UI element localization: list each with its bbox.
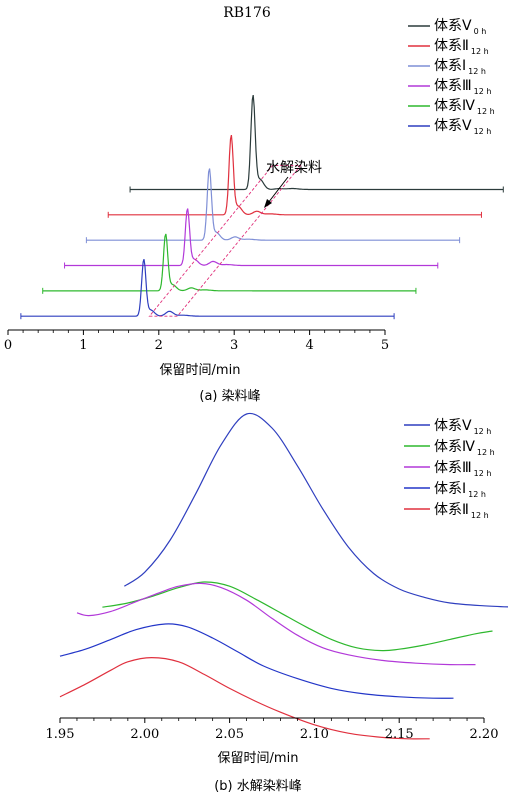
chart-b-series-group xyxy=(59,412,508,740)
chart-b-x-axis-label: 保留时间/min xyxy=(218,751,299,766)
legend-a-entry: 体系Ⅴ 0 h xyxy=(434,18,486,36)
legend-b-entry: 体系Ⅳ 12 h xyxy=(434,439,495,457)
chart-a-series-group xyxy=(20,94,504,320)
chart-a-x-tick-label: 4 xyxy=(305,338,313,353)
chart-a-title: RB176 xyxy=(223,5,271,21)
hydrolysis-highlight-box xyxy=(148,165,302,317)
legend-a-entry: 体系Ⅲ 12 h xyxy=(434,78,491,96)
panel-b-hydrolysis-peaks: 1.95 2.00 2.05 2.10 2.15 2.20 保留时间/min (b) 水解… xyxy=(46,412,508,794)
chart-a-x-tick-label: 0 xyxy=(4,338,12,353)
chart-a-x-tick-label: 1 xyxy=(79,338,87,353)
chart-b-legend: 体系Ⅴ 12 h 体系Ⅳ 12 h 体系Ⅲ 12 h 体系Ⅰ 12 h 体系Ⅱ 12 h xyxy=(404,418,495,520)
legend-b-entry: 体系Ⅴ 12 h xyxy=(434,418,491,436)
chart-a-x-axis-label: 保留时间/min xyxy=(160,363,241,378)
chart-a-series-line xyxy=(64,208,438,267)
panel-a-chromatogram: RB176 0 1 2 3 4 5 保留时间/min (a) 染料峰 水解染料 体系Ⅴ 0 … xyxy=(4,5,504,404)
chart-b-caption: (b) 水解染料峰 xyxy=(214,779,302,794)
legend-b-entry: 体系Ⅲ 12 h xyxy=(434,460,491,478)
annotation-arrow-head xyxy=(264,199,272,208)
chart-b-series-line xyxy=(59,623,454,699)
hydrolysis-annotation-label: 水解染料 xyxy=(266,160,322,176)
chart-b-x-tick-label: 2.20 xyxy=(470,727,499,742)
chart-b-x-tick-label: 2.15 xyxy=(385,727,414,742)
chart-b-series-line xyxy=(124,412,508,608)
chart-a-series-line xyxy=(42,233,416,292)
chart-a-x-tick-label: 3 xyxy=(230,338,238,353)
chart-b-x-tick-label: 2.05 xyxy=(215,727,244,742)
legend-b-entry: 体系Ⅰ 12 h xyxy=(434,481,486,499)
chart-a-x-tick-label: 2 xyxy=(155,338,163,353)
chart-a-caption: (a) 染料峰 xyxy=(199,389,260,404)
hydrolysis-peak-highlight xyxy=(148,165,302,317)
annotation-arrow-line xyxy=(267,176,289,204)
chart-b-x-tick-label: 2.10 xyxy=(300,727,329,742)
hydrolysis-annotation: 水解染料 xyxy=(264,160,322,208)
chart-b-x-tick-label: 1.95 xyxy=(46,727,75,742)
legend-a-entry: 体系Ⅳ 12 h xyxy=(434,98,495,116)
chart-a-x-tick-label: 5 xyxy=(381,338,389,353)
chart-a-series-line xyxy=(20,259,395,317)
chart-a-legend: 体系Ⅴ 0 h 体系Ⅱ 12 h 体系Ⅰ 12 h 体系Ⅲ 12 h 体系Ⅳ 12 h 体系Ⅴ 12 … xyxy=(408,18,495,136)
legend-a-entry: 体系Ⅴ 12 h xyxy=(434,118,491,136)
chart-b-series-line xyxy=(102,581,493,652)
chart-a-series-line xyxy=(86,168,460,241)
legend-a-entry: 体系Ⅱ 12 h xyxy=(434,38,489,56)
chart-b-series-line xyxy=(59,656,430,740)
chart-a-series-line xyxy=(108,134,482,216)
chart-b-x-tick-label: 2.00 xyxy=(130,727,159,742)
chart-b-x-axis: 1.95 2.00 2.05 2.10 2.15 2.20 xyxy=(46,717,499,742)
chart-a-x-axis: 0 1 2 3 4 5 xyxy=(4,329,389,353)
legend-a-entry: 体系Ⅰ 12 h xyxy=(434,58,486,76)
legend-b-entry: 体系Ⅱ 12 h xyxy=(434,502,489,520)
chart-a-series-line xyxy=(130,94,504,191)
chart-b-series-line xyxy=(76,582,476,666)
